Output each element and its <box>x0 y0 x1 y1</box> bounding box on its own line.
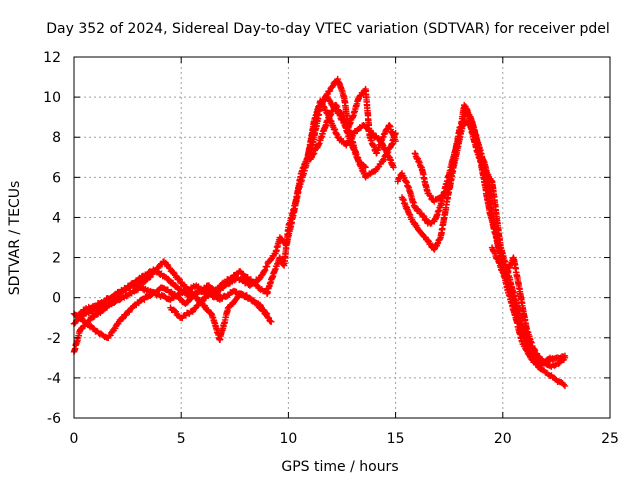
y-tick-label: 6 <box>52 170 61 186</box>
data-point <box>261 308 269 316</box>
data-point <box>427 192 434 200</box>
data-point <box>308 154 315 161</box>
y-tick-label: 8 <box>52 130 61 146</box>
data-point <box>128 304 136 312</box>
data-point <box>310 150 318 157</box>
series-sat-c <box>70 282 223 341</box>
data-point <box>200 301 208 309</box>
data-point <box>175 275 182 282</box>
data-point <box>266 317 273 324</box>
data-point <box>188 289 195 296</box>
data-point <box>211 320 219 327</box>
series-sat-j <box>398 105 569 390</box>
data-point <box>90 324 97 332</box>
data-point <box>160 272 168 280</box>
data-point <box>90 313 97 321</box>
data-point <box>176 295 184 302</box>
data-point <box>189 308 197 315</box>
data-point <box>436 203 444 211</box>
x-axis-label: GPS time / hours <box>281 459 398 475</box>
data-point <box>170 268 177 276</box>
plot-frame <box>73 56 611 419</box>
y-tick-label: -6 <box>47 411 61 427</box>
data-point <box>550 374 558 382</box>
series-sat-m <box>467 123 554 368</box>
axes-layer: -6 -4 -2 0 2 4 6 8 10 12 0 5 10 15 20 25 <box>43 50 619 447</box>
data-point <box>391 131 399 138</box>
data-point <box>329 83 336 91</box>
data-point <box>262 309 270 317</box>
data-point <box>141 296 148 303</box>
data-point <box>171 307 178 315</box>
data-point <box>318 101 325 108</box>
data-point <box>560 356 568 364</box>
data-point <box>225 280 233 288</box>
y-tick-label: 2 <box>52 251 61 267</box>
data-point <box>406 211 414 219</box>
x-tick-label: 5 <box>177 431 186 447</box>
data-layer <box>70 75 569 390</box>
data-point <box>389 162 397 169</box>
data-point <box>545 355 552 363</box>
data-point <box>199 298 206 305</box>
data-point <box>413 222 420 229</box>
x-tick-label: 15 <box>387 431 405 447</box>
y-axis-label: SDTVAR / TECUs <box>7 181 23 296</box>
data-point <box>256 275 263 283</box>
y-tick-label: 12 <box>43 50 61 66</box>
x-tick-label: 25 <box>601 431 619 447</box>
data-point <box>280 261 287 268</box>
y-tick-label: 0 <box>52 291 61 307</box>
data-point <box>528 349 536 356</box>
series-sat-h <box>306 101 399 181</box>
x-tick-label: 0 <box>70 431 79 447</box>
y-tick-label: 4 <box>52 210 61 226</box>
data-point <box>333 103 341 111</box>
data-point <box>269 272 277 280</box>
data-point <box>420 233 427 240</box>
y-tick-label: -4 <box>47 371 61 387</box>
data-point <box>341 116 348 124</box>
x-tick-label: 10 <box>279 431 297 447</box>
data-point <box>102 333 110 341</box>
series-sat-k <box>411 117 569 366</box>
y-tick-label: -2 <box>47 331 61 347</box>
data-point <box>333 131 341 139</box>
chart-title: Day 352 of 2024, Sidereal Day-to-day VTE… <box>46 21 610 37</box>
y-tick-label: 10 <box>43 90 61 106</box>
data-point <box>172 308 180 315</box>
data-point <box>87 316 94 323</box>
data-point <box>121 286 129 294</box>
data-point <box>494 256 502 263</box>
data-point <box>309 151 316 159</box>
data-point <box>267 318 274 325</box>
data-point <box>202 285 209 293</box>
data-point <box>436 235 444 243</box>
data-point <box>313 144 321 152</box>
data-point <box>115 320 122 327</box>
series-sat-d <box>72 258 271 343</box>
data-point <box>560 381 567 388</box>
data-point <box>368 169 375 176</box>
x-tick-label: 20 <box>494 431 512 447</box>
data-point <box>333 102 340 109</box>
data-point <box>369 129 377 137</box>
data-point <box>481 167 489 174</box>
data-point <box>168 288 175 296</box>
series-sat-f <box>263 97 397 297</box>
data-point <box>552 361 559 369</box>
data-point <box>426 192 433 199</box>
data-point <box>314 143 321 151</box>
data-point <box>215 291 222 299</box>
